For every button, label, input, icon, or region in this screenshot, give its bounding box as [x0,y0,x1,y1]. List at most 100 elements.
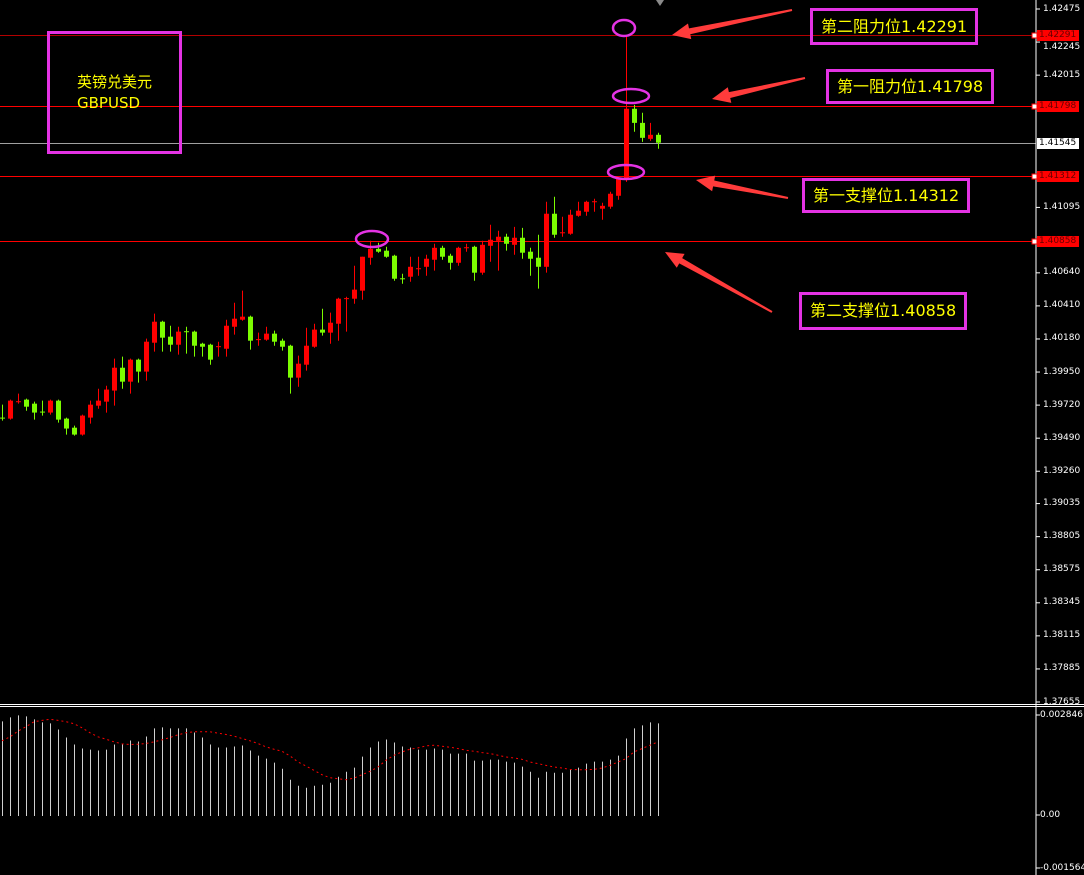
indicator-tick-label: 0.002846 [1040,709,1083,720]
candle-down [136,359,141,372]
candle-down [0,417,5,419]
arrow-icon [696,175,789,199]
candle-up [256,339,261,341]
candle-up [96,400,101,406]
candle-down [32,403,37,413]
y-tick-label: 1.38345 [1043,597,1081,608]
candle-down [392,255,397,279]
y-tick-label: 1.39720 [1043,399,1081,410]
level-price-tag: 1.42291 [1037,30,1079,41]
candle-up [144,341,149,372]
arrow-icon [672,9,793,40]
candle-down [120,367,125,382]
candle-up [576,210,581,216]
candle-up [584,201,589,212]
shift-marker-icon [656,0,664,6]
indicator-tick-label: -0.001564 [1040,862,1084,873]
signal-line [1,718,659,781]
candle-up [408,266,413,277]
y-tick-label: 1.38115 [1043,630,1081,641]
candle-up [112,367,117,391]
candle-up [600,205,605,209]
candle-up [48,400,53,413]
candle-up [224,325,229,349]
symbol-code: GBPUSD [77,94,141,112]
candle-up [128,359,133,382]
arrow-icon [712,77,806,103]
y-tick-label: 1.42015 [1043,69,1081,80]
y-tick-label: 1.37885 [1043,663,1081,674]
y-tick-label: 1.42245 [1043,42,1081,52]
candle-down [528,251,533,259]
candle-up [624,108,629,179]
y-tick-label: 1.39490 [1043,432,1081,443]
level-price-tag: 1.40858 [1037,236,1079,247]
candle-up [8,400,13,419]
candle-up [488,239,493,246]
candle-up [616,177,621,196]
candle-up [360,256,365,291]
candle-up [104,389,109,402]
candle-down [64,418,69,429]
y-tick-label: 1.39950 [1043,366,1081,377]
candle-down [168,336,173,345]
candle-up [232,318,237,327]
candle-up [152,321,157,343]
symbol-label-box: 英镑兑美元 GBPUSD [47,31,182,154]
candle-down [200,343,205,347]
current-price-tag: 1.41545 [1037,138,1079,149]
y-tick-label: 1.37655 [1043,696,1081,707]
y-tick-label: 1.40410 [1043,300,1081,311]
y-tick-label: 1.39260 [1043,465,1081,476]
candle-up [368,248,373,258]
candle-down [280,340,285,347]
candle-up [560,232,565,234]
highlight-ellipse [606,163,646,181]
candle-up [464,247,469,249]
candle-down [440,247,445,257]
y-tick-label: 1.39035 [1043,498,1081,509]
candle-up [416,268,421,270]
indicator-tick-label: 0.00 [1040,809,1061,820]
candle-up [432,247,437,260]
candle-down [160,321,165,338]
candle-up [344,298,349,300]
candle-down [400,278,405,280]
candle-up [336,298,341,324]
candle-down [184,331,189,333]
candle-up [456,247,461,263]
candle-up [296,363,301,378]
candle-up [216,346,221,348]
candle-down [504,236,509,244]
candle-up [424,258,429,267]
candle-down [192,331,197,346]
candle-down [640,122,645,138]
candle-down [632,108,637,123]
candle-down [376,248,381,252]
candle-down [40,411,45,413]
candle-up [544,213,549,267]
candle-down [56,400,61,420]
candle-down [552,213,557,235]
candle-up [608,193,613,207]
candle-down [272,333,277,342]
y-tick-label: 1.40180 [1043,333,1081,344]
candle-up [80,415,85,435]
candle-up [328,322,333,333]
arrow-icon [665,252,773,313]
level-price-tag: 1.41798 [1037,101,1079,112]
candle-down [656,134,661,143]
candle-up [592,201,597,203]
candle-up [176,331,181,345]
candle-up [568,214,573,234]
y-tick-label: 1.38575 [1043,564,1081,575]
highlight-ellipse [611,87,651,105]
y-tick-label: 1.38805 [1043,531,1081,542]
candle-down [248,316,253,341]
candle-down [536,257,541,267]
highlight-ellipse [611,18,637,38]
candle-up [512,237,517,245]
candle-down [520,237,525,253]
y-tick-label: 1.42475 [1043,3,1081,14]
